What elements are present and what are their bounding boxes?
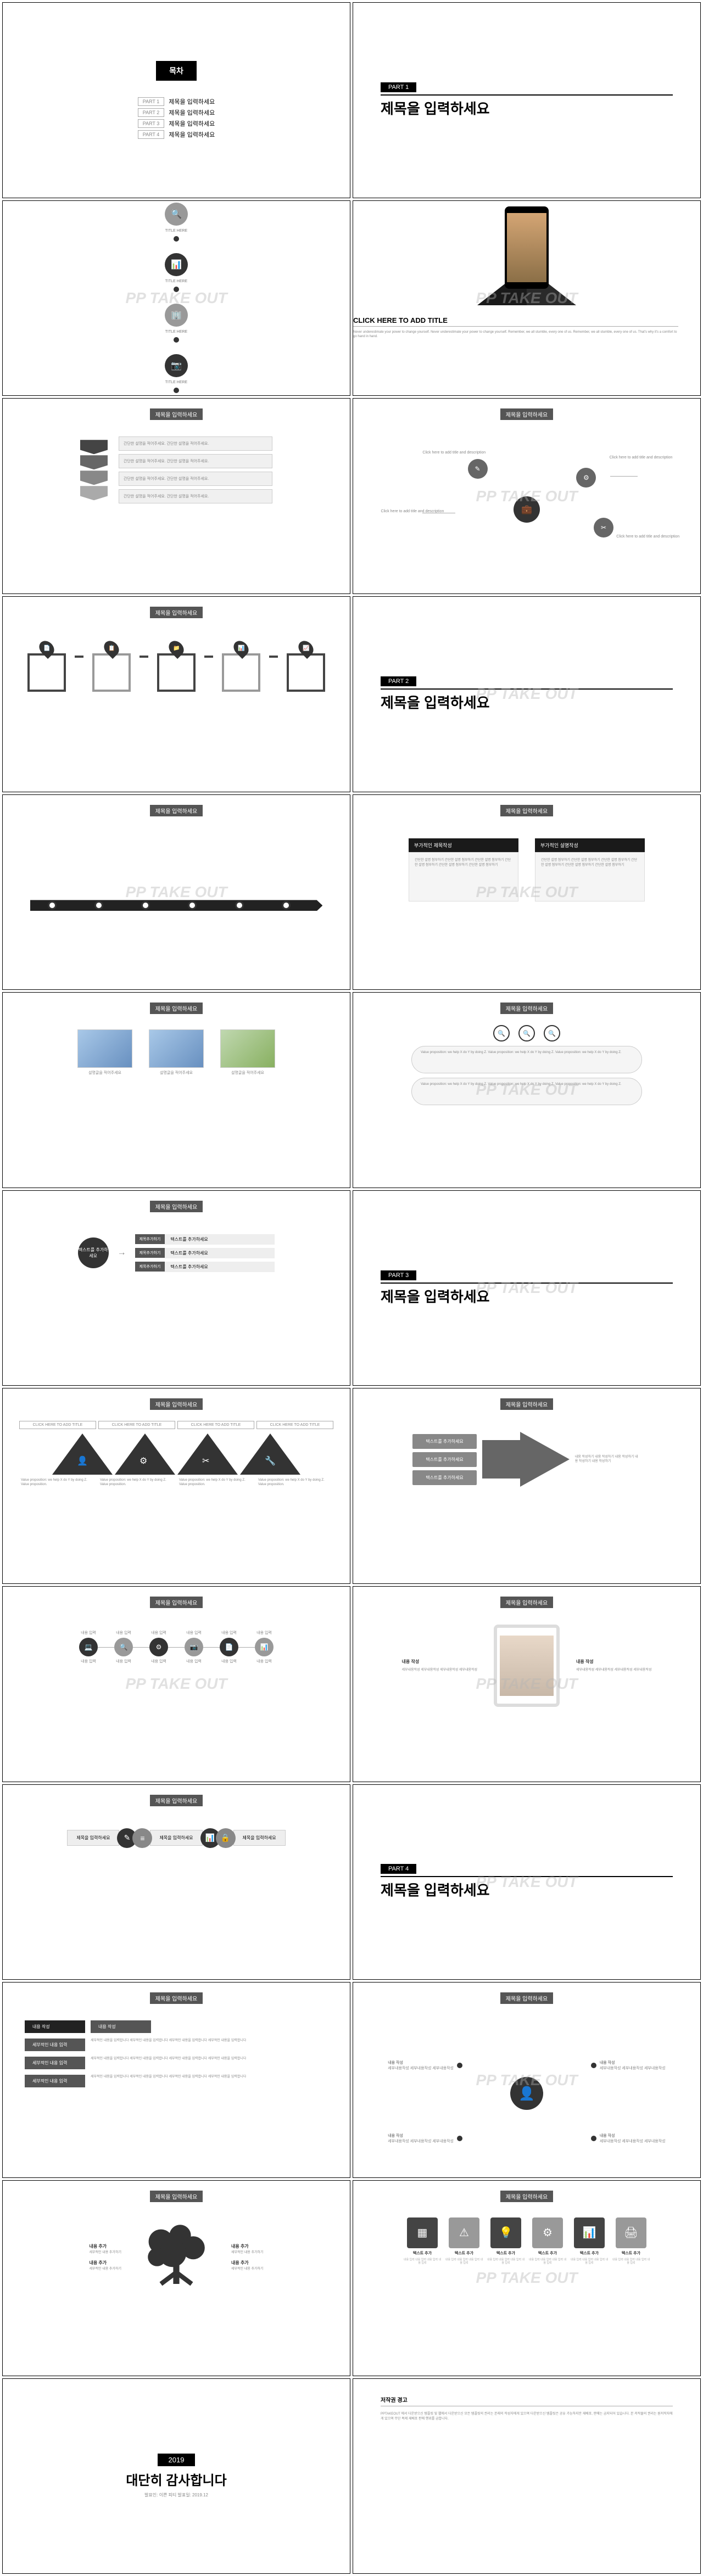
slide-section-4: PP TAKE OUT PART 4 제목을 입력하세요 bbox=[353, 1784, 701, 1980]
slide-tablet: PP TAKE OUT 제목을 입력하세요 내용 작성세부내용작성 세부내용작성… bbox=[353, 1586, 701, 1782]
slide-tree: 제목을 입력하세요 내용 추가세부적인 내용 추가하기 내용 추가세부적인 내용… bbox=[2, 2180, 350, 2376]
phone-title: CLICK HERE TO ADD TITLE bbox=[353, 316, 678, 327]
search-icon: 🔍 bbox=[165, 203, 188, 226]
slide-blackboxes: PP TAKE OUT 제목을 입력하세요 부가적인 제목작성간단한 설명 첨부… bbox=[353, 794, 701, 990]
camera-icon: 📷 bbox=[165, 354, 188, 377]
search-icon: 🔍 bbox=[544, 1025, 560, 1041]
slide-arrow: 제목을 입력하세요 텍스트를 추가하세요 텍스트를 추가하세요 텍스트를 추가하… bbox=[353, 1388, 701, 1584]
placeholder-image bbox=[220, 1029, 275, 1068]
toc-list: PART 1제목을 입력하세요 PART 2제목을 입력하세요 PART 3제목… bbox=[138, 97, 215, 139]
timeline-bar: 2014 2015 2016 2017 2018 2019 내용 작성 내용 작… bbox=[30, 900, 323, 911]
slide-search: PP TAKE OUT 제목을 입력하세요 🔍 🔍 🔍 Value propos… bbox=[353, 992, 701, 1188]
building-icon: 🏢 bbox=[165, 304, 188, 327]
slide-section-2: PP TAKE OUT PART 2 제목을 입력하세요 bbox=[353, 596, 701, 792]
slide-details: 제목을 입력하세요 내용 작성내용 작성 세부적인 내용 입력세부적인 내용을 … bbox=[2, 1982, 350, 2178]
toc-label: 목차 bbox=[156, 61, 197, 81]
slide-section-1: PART 1 제목을 입력하세요 bbox=[353, 2, 701, 198]
briefcase-icon: 💼 bbox=[514, 496, 540, 523]
phone-image bbox=[507, 213, 546, 282]
person-icon: 👤 bbox=[510, 2077, 543, 2110]
slide-features: PP TAKE OUT 제목을 입력하세요 ▦텍스트 추가내용 입력 내용 입력… bbox=[353, 2180, 701, 2376]
slide-copyright: 저작권 경고 PPTAKEOUT 에서 다운받으신 템플릿 및 웹에서 다운받으… bbox=[353, 2378, 701, 2574]
chart-icon: 📊 bbox=[165, 253, 188, 276]
slide-nodechain: PP TAKE OUT 제목을 입력하세요 내용 입력💻내용 입력 내용 입력🔍… bbox=[2, 1586, 350, 1782]
slide-toc: 목차 PART 1제목을 입력하세요 PART 2제목을 입력하세요 PART … bbox=[2, 2, 350, 198]
search-icon: 🔍 bbox=[493, 1025, 510, 1041]
slide-bubbles: PP TAKE OUT 제목을 입력하세요 💼 ✎ ⚙ ✂ Click here… bbox=[353, 398, 701, 594]
tablet-device bbox=[494, 1625, 560, 1707]
slide-pinboxes: 제목을 입력하세요 📄 📋 📁 📊 📈 bbox=[2, 596, 350, 792]
slide-phone: PP TAKE OUT CLICK HERE TO ADD TITLE Neve… bbox=[353, 200, 701, 396]
placeholder-image bbox=[149, 1029, 204, 1068]
search-icon: 🔍 bbox=[518, 1025, 535, 1041]
slide-section-3: PP TAKE OUT PART 3 제목을 입력하세요 bbox=[353, 1190, 701, 1386]
slide-icons-row: PP TAKE OUT ⌂TITLE HERE 🔍TITLE HERE 📊TIT… bbox=[2, 200, 350, 396]
slide-thanks: 2019 대단히 감사합니다 발표인: 이쁜 피티 발표일: 2019.12 bbox=[2, 2378, 350, 2574]
slide-flow: 제목을 입력하세요 텍스트를 추가하세요 → 제목추가하기텍스트를 추가하세요 … bbox=[2, 1190, 350, 1386]
slide-hub: PP TAKE OUT 제목을 입력하세요 👤 내용 작성세부내용작성 세부내용… bbox=[353, 1982, 701, 2178]
slide-chevron: 제목을 입력하세요 간단한 설명을 적어주세요. 간단한 설명을 적어주세요. … bbox=[2, 398, 350, 594]
slide-images: 제목을 입력하세요 설명글을 적어주세요 설명글을 적어주세요 설명글을 적어주… bbox=[2, 992, 350, 1188]
slide-triangles: 제목을 입력하세요 CLICK HERE TO ADD TITLE CLICK … bbox=[2, 1388, 350, 1584]
slide-process: 제목을 입력하세요 제목을 입력하세요 ✎ ≡ 제목을 입력하세요 📊 🔒 제목… bbox=[2, 1784, 350, 1980]
slide-timeline: PP TAKE OUT 제목을 입력하세요 2014 2015 2016 201… bbox=[2, 794, 350, 990]
placeholder-image bbox=[77, 1029, 132, 1068]
tree-icon bbox=[138, 2219, 215, 2295]
